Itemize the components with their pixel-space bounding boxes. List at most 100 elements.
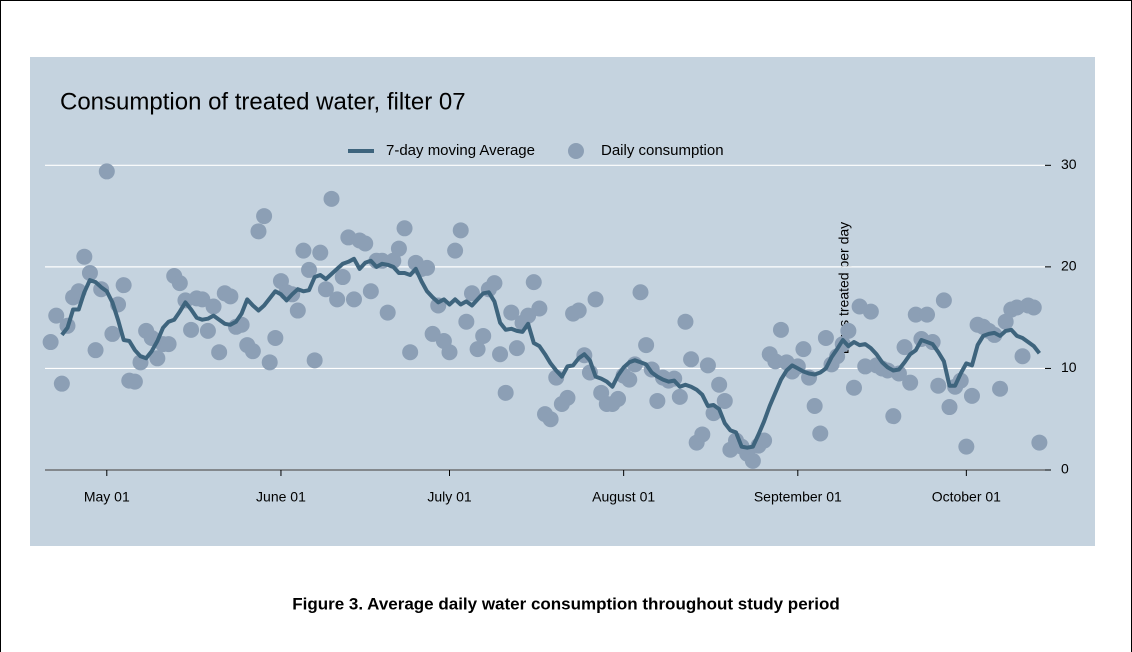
- daily-point: [497, 384, 514, 401]
- daily-point: [845, 379, 862, 396]
- legend-item: Daily consumption: [567, 142, 724, 159]
- daily-point: [452, 222, 469, 239]
- daily-point: [250, 223, 267, 240]
- daily-point: [379, 304, 396, 321]
- daily-point: [840, 322, 857, 339]
- legend-label: 7-day moving Average: [386, 142, 535, 159]
- daily-point: [610, 390, 627, 407]
- daily-point: [862, 303, 879, 320]
- daily-point: [390, 240, 407, 257]
- daily-point: [469, 341, 486, 358]
- daily-point: [160, 336, 177, 353]
- daily-point: [930, 377, 947, 394]
- daily-point: [81, 264, 98, 281]
- y-axis-label: Litres treated per day: [836, 222, 852, 354]
- daily-point: [267, 329, 284, 346]
- daily-point: [419, 259, 436, 276]
- daily-point: [817, 329, 834, 346]
- moving-average-line: [60, 256, 1041, 450]
- daily-point: [306, 352, 323, 369]
- daily-point: [222, 288, 239, 305]
- daily-point: [958, 438, 975, 455]
- daily-point: [396, 220, 413, 237]
- daily-point: [295, 242, 312, 259]
- daily-point: [126, 373, 143, 390]
- y-tick-label: 10: [1061, 359, 1077, 375]
- daily-point: [621, 371, 638, 388]
- y-tick-label: 0: [1061, 461, 1069, 477]
- x-tick-label: July 01: [427, 489, 472, 505]
- daily-point: [149, 350, 166, 367]
- daily-point: [806, 398, 823, 415]
- daily-point: [919, 306, 936, 323]
- daily-point: [812, 425, 829, 442]
- daily-point: [941, 399, 958, 416]
- daily-point: [902, 374, 919, 391]
- y-tick-label: 30: [1061, 156, 1077, 172]
- daily-point: [699, 357, 716, 374]
- daily-point: [53, 375, 70, 392]
- daily-point: [671, 388, 688, 405]
- daily-point: [896, 339, 913, 356]
- chart-title: Consumption of treated water, filter 07: [60, 88, 466, 115]
- daily-point: [632, 284, 649, 301]
- daily-point: [329, 291, 346, 308]
- daily-point: [508, 340, 525, 357]
- daily-point: [323, 190, 340, 207]
- x-tick-label: October 01: [932, 489, 1001, 505]
- daily-point: [570, 302, 587, 319]
- daily-point: [525, 274, 542, 291]
- daily-point: [716, 392, 733, 409]
- daily-point: [486, 275, 503, 292]
- daily-point: [289, 302, 306, 319]
- daily-point: [1014, 348, 1031, 365]
- daily-point: [492, 346, 509, 363]
- daily-point: [463, 285, 480, 302]
- y-tick-label: 20: [1061, 258, 1077, 274]
- daily-point: [312, 244, 329, 261]
- daily-point: [772, 321, 789, 338]
- daily-point: [885, 408, 902, 425]
- daily-point: [199, 322, 216, 339]
- daily-point: [301, 261, 318, 278]
- daily-point: [992, 380, 1009, 397]
- daily-point: [683, 351, 700, 368]
- daily-point: [244, 343, 261, 360]
- x-tick-label: August 01: [592, 489, 655, 505]
- daily-point: [1031, 434, 1048, 451]
- daily-point: [42, 334, 59, 351]
- daily-point: [87, 342, 104, 359]
- daily-point: [935, 292, 952, 309]
- daily-point: [345, 291, 362, 308]
- daily-point: [211, 344, 228, 361]
- daily-point: [907, 306, 924, 323]
- daily-point: [357, 235, 374, 252]
- legend-swatch: [567, 143, 584, 159]
- daily-point: [531, 300, 548, 317]
- daily-point: [795, 341, 812, 358]
- daily-point: [694, 426, 711, 443]
- daily-point: [115, 277, 132, 294]
- daily-point: [256, 208, 273, 225]
- daily-point: [98, 163, 115, 180]
- daily-point: [542, 411, 559, 428]
- daily-point: [756, 432, 773, 449]
- daily-point: [441, 344, 458, 361]
- daily-point: [997, 313, 1014, 330]
- daily-point: [317, 281, 334, 298]
- daily-point: [503, 304, 520, 321]
- daily-point: [205, 298, 222, 315]
- legend-item: 7-day moving Average: [348, 142, 535, 159]
- x-tick-label: June 01: [256, 489, 306, 505]
- daily-point: [171, 275, 188, 292]
- daily-point: [1025, 299, 1042, 316]
- daily-point: [48, 307, 65, 324]
- daily-point: [183, 321, 200, 338]
- daily-point: [475, 327, 492, 344]
- x-tick-label: May 01: [84, 489, 130, 505]
- daily-point: [447, 242, 464, 259]
- figure-caption: Figure 3. Average daily water consumptio…: [292, 594, 840, 613]
- daily-point: [744, 452, 761, 469]
- daily-point: [587, 291, 604, 308]
